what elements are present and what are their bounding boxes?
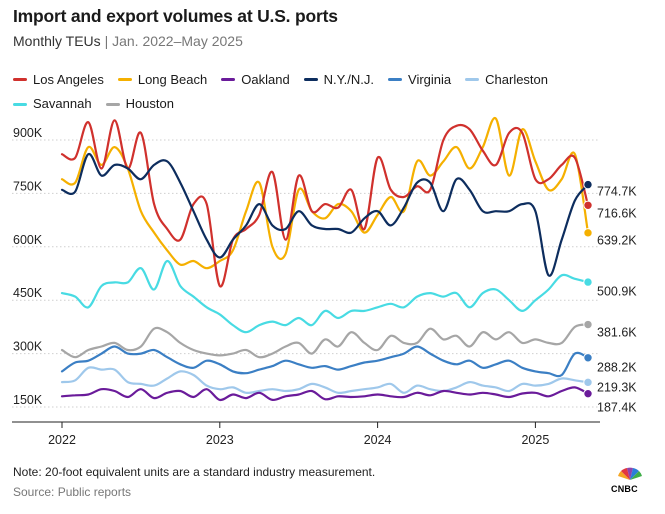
chart-subtitle: Monthly TEUs | Jan. 2022–May 2025 bbox=[13, 33, 243, 49]
end-marker bbox=[583, 277, 593, 287]
legend-label: Virginia bbox=[408, 71, 452, 87]
end-value-label: 716.6K bbox=[597, 207, 637, 221]
legend-swatch bbox=[465, 78, 480, 81]
end-value-label: 500.9K bbox=[597, 285, 637, 299]
end-marker bbox=[583, 377, 593, 388]
chart-note: Note: 20-foot equivalent units are a sta… bbox=[13, 465, 376, 479]
legend-swatch bbox=[13, 78, 27, 81]
legend-swatch bbox=[13, 102, 27, 106]
legend-swatch bbox=[117, 78, 132, 81]
legend-swatch bbox=[388, 78, 403, 81]
legend-item-houston: Houston bbox=[105, 93, 174, 115]
series-line-houston bbox=[60, 323, 590, 359]
chart-source: Source: Public reports bbox=[13, 485, 132, 499]
cnbc-peacock-logo bbox=[618, 467, 642, 480]
y-tick-label: 150K bbox=[13, 393, 43, 407]
y-tick-label: 750K bbox=[13, 179, 43, 193]
series-line-n-y-n-j bbox=[60, 153, 590, 277]
subtitle-separator: | bbox=[104, 33, 109, 49]
y-tick-label: 600K bbox=[13, 233, 43, 247]
end-value-label: 774.7K bbox=[597, 185, 637, 199]
series-line-los-angeles bbox=[60, 119, 590, 288]
end-value-label: 288.2K bbox=[597, 361, 637, 375]
legend-item-charleston: Charleston bbox=[465, 69, 548, 91]
series-line-charleston bbox=[60, 366, 590, 395]
series-line-virginia bbox=[60, 345, 590, 378]
end-marker bbox=[583, 353, 593, 363]
y-tick-label: 900K bbox=[13, 126, 43, 140]
end-value-label: 381.6K bbox=[597, 326, 637, 340]
legend-item-long-beach: Long Beach bbox=[117, 69, 208, 91]
legend-label: Oakland bbox=[241, 71, 290, 87]
legend-label: Savannah bbox=[33, 96, 92, 111]
end-marker bbox=[583, 228, 593, 238]
legend-label: Los Angeles bbox=[33, 71, 104, 87]
legend-item-virginia: Virginia bbox=[388, 69, 451, 91]
cnbc-logo-text: CNBC bbox=[611, 484, 638, 494]
x-tick-label: 2024 bbox=[364, 433, 392, 447]
y-tick-label: 300K bbox=[13, 340, 43, 354]
x-tick-label: 2023 bbox=[206, 433, 234, 447]
x-tick-label: 2022 bbox=[48, 433, 76, 447]
chart-title: Import and export volumes at U.S. ports bbox=[13, 6, 338, 26]
chart-legend: Los Angeles Long Beach Oakland N.Y./N.J. Vir… bbox=[13, 66, 633, 115]
legend-label: N.Y./N.J. bbox=[323, 71, 375, 87]
legend-label: Charleston bbox=[485, 71, 549, 87]
legend-swatch bbox=[105, 102, 120, 106]
legend-swatch bbox=[303, 78, 318, 81]
x-tick-label: 2025 bbox=[521, 433, 549, 447]
subtitle-range: Jan. 2022–May 2025 bbox=[112, 33, 243, 49]
end-marker bbox=[583, 179, 593, 190]
series-line-long-beach bbox=[60, 117, 590, 270]
legend-label: Long Beach bbox=[137, 71, 208, 87]
end-marker bbox=[583, 388, 593, 399]
y-tick-label: 450K bbox=[13, 286, 43, 300]
end-value-label: 639.2K bbox=[597, 234, 637, 248]
subtitle-main: Monthly TEUs bbox=[13, 33, 101, 49]
end-value-label: 187.4K bbox=[597, 401, 637, 415]
legend-item-los-angeles: Los Angeles bbox=[13, 69, 104, 91]
series-line-savannah bbox=[60, 259, 590, 334]
end-value-label: 219.3K bbox=[597, 381, 637, 395]
legend-item-oakland: Oakland bbox=[221, 69, 290, 91]
legend-label: Houston bbox=[125, 96, 174, 111]
series-line-oakland bbox=[60, 386, 590, 402]
end-marker bbox=[583, 319, 593, 330]
end-marker bbox=[583, 200, 593, 210]
legend-swatch bbox=[221, 78, 236, 81]
legend-item-n-y-n-j: N.Y./N.J. bbox=[303, 69, 375, 91]
legend-item-savannah: Savannah bbox=[13, 93, 92, 115]
